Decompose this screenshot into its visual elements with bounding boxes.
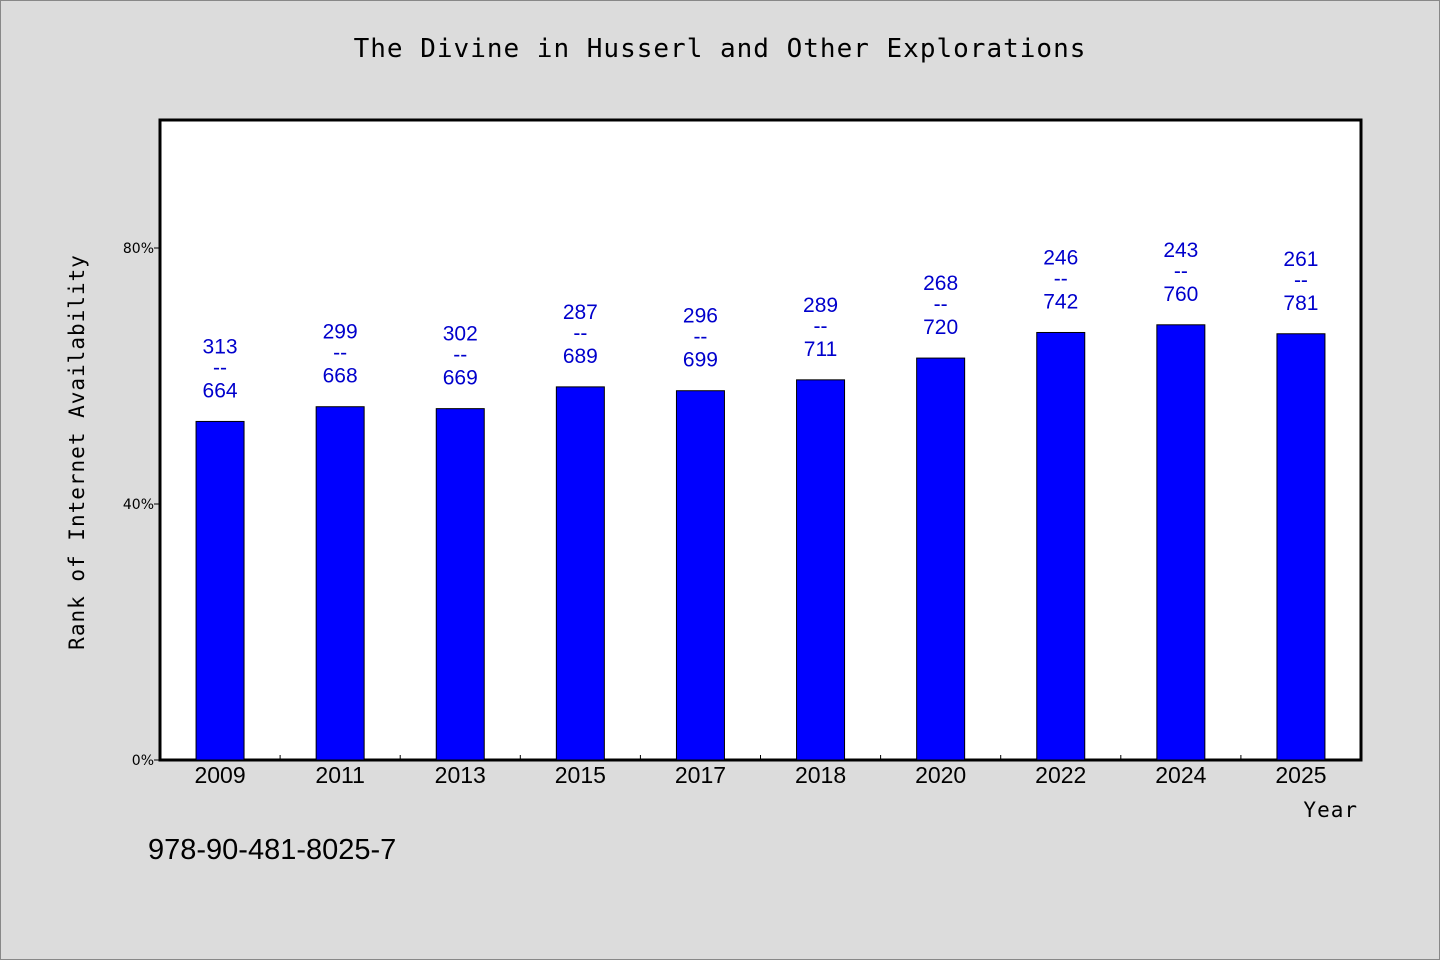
data-label-top: 313 [203, 335, 238, 358]
bar [1036, 331, 1086, 761]
x-category-label: 2015 [555, 762, 606, 788]
data-label-bottom: 664 [203, 379, 238, 402]
bar [315, 406, 365, 761]
data-label-top: 246 [1043, 246, 1078, 269]
x-category-label: 2020 [915, 762, 966, 788]
data-label-bottom: 742 [1043, 290, 1078, 313]
data-label-mid: -- [1054, 267, 1068, 290]
bar [675, 390, 725, 761]
data-label-mid: -- [814, 315, 828, 338]
data-label-bottom: 668 [323, 365, 358, 388]
data-label-top: 299 [323, 321, 358, 344]
y-axis-title: Rank of Internet Availability [65, 254, 89, 650]
x-category-label: 2011 [315, 762, 364, 788]
bar [796, 379, 846, 761]
y-axis-ticks: 0% 40% 80% [123, 241, 160, 769]
data-label-top: 287 [563, 301, 598, 324]
data-label-mid: -- [693, 326, 707, 349]
data-label-top: 243 [1163, 239, 1198, 262]
bar [1156, 324, 1206, 761]
x-category-label: 2018 [795, 762, 846, 788]
bar [555, 386, 605, 761]
data-label-bottom: 720 [923, 316, 958, 339]
x-category-label: 2025 [1275, 762, 1326, 788]
data-label-bottom: 711 [804, 338, 837, 361]
data-label-top: 289 [803, 294, 838, 317]
bar [916, 357, 966, 761]
data-label-mid: -- [573, 322, 587, 345]
bar-series [195, 324, 1326, 761]
x-category-label: 2022 [1035, 762, 1086, 788]
data-labels: 313--664299--668302--669287--689296--699… [203, 239, 1319, 403]
bar [435, 408, 485, 761]
x-category-label: 2017 [675, 762, 726, 788]
data-label-top: 302 [443, 323, 478, 346]
data-label-top: 261 [1283, 248, 1318, 271]
data-label-bottom: 699 [683, 349, 718, 372]
y-tick-label: 0% [132, 753, 154, 769]
x-axis-title: Year [1303, 798, 1358, 822]
y-tick-label: 80% [123, 241, 154, 257]
data-label-bottom: 669 [443, 367, 478, 390]
data-label-mid: -- [1294, 269, 1308, 292]
x-category-label: 2013 [435, 762, 486, 788]
data-label-mid: -- [934, 293, 948, 316]
data-label-top: 296 [683, 305, 718, 328]
bar [1276, 333, 1326, 761]
x-axis-labels: 2009 2011 2013 2015 2017 2018 2020 2022 2024 2025 [194, 755, 1327, 788]
data-label-top: 268 [923, 272, 958, 295]
data-label-mid: -- [1174, 260, 1188, 283]
x-category-label: 2009 [194, 762, 245, 788]
data-label-bottom: 689 [563, 345, 598, 368]
chart-title: The Divine in Husserl and Other Explorat… [353, 34, 1087, 64]
data-label-bottom: 781 [1283, 292, 1318, 315]
x-category-label: 2024 [1155, 762, 1206, 788]
data-label-bottom: 760 [1163, 283, 1198, 306]
data-label-mid: -- [453, 344, 467, 367]
y-tick-label: 40% [123, 497, 154, 513]
data-label-mid: -- [333, 342, 347, 365]
bar [195, 420, 245, 761]
data-label-mid: -- [213, 356, 227, 379]
isbn-text: 978-90-481-8025-7 [148, 834, 397, 866]
